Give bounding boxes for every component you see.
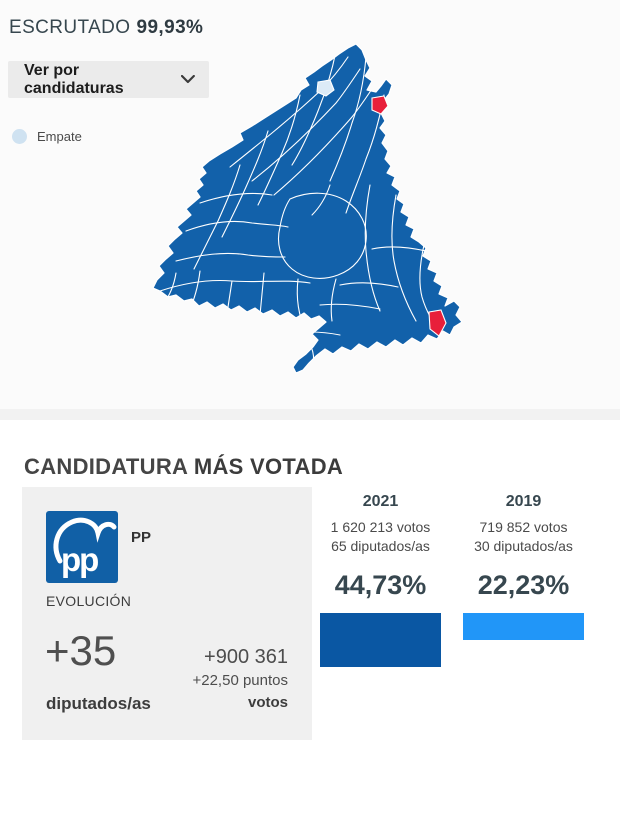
evolution-votes-delta: +900 361: [204, 646, 288, 668]
year-label-2019: 2019: [505, 493, 542, 510]
evolution-votes-label: votos: [247, 694, 288, 711]
escrutado-label: ESCRUTADO: [9, 17, 131, 38]
votes-label-2019: 719 852 votos: [479, 519, 568, 535]
votes-label-2021: 1 620 213 votos: [330, 519, 431, 535]
evolution-votes-block: +900 361 +22,50 puntos votos: [192, 645, 288, 714]
region-outline: [152, 43, 463, 374]
pp-logo-text: pp: [61, 541, 98, 578]
escrutado-status: ESCRUTADO 99,93%: [9, 17, 203, 39]
percentage-label-2019: 22,23%: [477, 570, 570, 600]
year-column-2021: 2021 1 620 213 votos 65 diputados/as 44,…: [320, 492, 441, 667]
map-legend: Empate: [12, 129, 82, 144]
year-column-2019: 2019 719 852 votos 30 diputados/as 22,23…: [463, 492, 584, 640]
other-party-municipality-southeast[interactable]: [428, 309, 447, 337]
section-title-bold: MÁS VOTADA: [193, 454, 344, 480]
section-title-regular: CANDIDATURA: [24, 454, 188, 480]
seats-label-2021: 65 diputados/as: [331, 538, 430, 554]
other-party-municipality-northeast[interactable]: [371, 95, 389, 115]
bar-2021: [320, 613, 441, 667]
bar-2019: [463, 613, 584, 640]
escrutado-value: 99,93%: [136, 17, 204, 38]
chevron-down-icon: [181, 75, 195, 84]
empate-label: Empate: [37, 129, 82, 144]
evolution-title: EVOLUCIÓN: [46, 593, 132, 609]
section-divider: [0, 409, 620, 420]
seats-label-2019: 30 diputados/as: [474, 538, 573, 554]
evolution-seats-delta: +35: [45, 627, 117, 674]
map-section: ESCRUTADO 99,93% Ver por candidaturas Emp…: [8, 17, 470, 380]
party-name-label: PP: [131, 529, 152, 546]
empate-color-swatch: [12, 129, 27, 144]
section-title: CANDIDATURA MÁS VOTADA: [24, 454, 343, 480]
pp-logo-gull-swoosh: [53, 517, 117, 564]
view-mode-dropdown[interactable]: Ver por candidaturas: [8, 61, 209, 98]
madrid-municipalities-map[interactable]: [140, 35, 470, 380]
tie-municipality[interactable]: [316, 79, 335, 97]
evolution-points-delta: +22,50 puntos: [192, 672, 288, 689]
percentage-label-2021: 44,73%: [334, 570, 427, 600]
party-card: pp PP EVOLUCIÓN +35 diputados/as +900 36…: [22, 487, 312, 740]
year-label-2021: 2021: [362, 493, 399, 510]
evolution-seats-label: diputados/as: [46, 694, 151, 713]
pp-party-logo: pp: [46, 511, 118, 583]
view-mode-dropdown-label: Ver por candidaturas: [24, 61, 124, 97]
